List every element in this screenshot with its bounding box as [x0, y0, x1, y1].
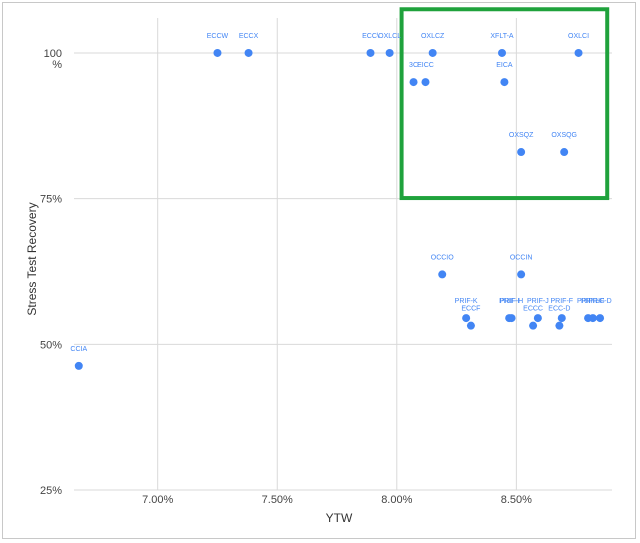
- data-label: EICC: [417, 62, 434, 69]
- highlight-layer: [399, 7, 610, 201]
- data-point[interactable]: [517, 148, 526, 157]
- data-label: CCIA: [70, 346, 87, 353]
- data-label: OCCIN: [510, 254, 533, 261]
- data-point[interactable]: [574, 48, 583, 57]
- data-point[interactable]: [507, 314, 516, 323]
- data-label: OXLCI: [568, 33, 589, 40]
- data-point[interactable]: [588, 314, 597, 323]
- data-label: PRIF-G: [581, 298, 605, 305]
- data-label: OXSQG: [551, 132, 577, 139]
- data-label: PRIF-F: [551, 298, 574, 305]
- data-label: PRIF-K: [455, 298, 478, 305]
- data-label: OCCIO: [431, 254, 455, 261]
- data-label: OXSQZ: [509, 132, 534, 139]
- data-point[interactable]: [438, 270, 447, 279]
- data-point[interactable]: [596, 314, 605, 323]
- data-label: PRIF-L: [577, 298, 599, 305]
- data-label: EICA: [496, 62, 513, 69]
- data-point[interactable]: [428, 48, 437, 57]
- data-label: ECC\: [362, 33, 379, 40]
- y-tick-label: 100%: [44, 48, 63, 71]
- data-point[interactable]: [555, 321, 564, 330]
- highlight-box: [399, 7, 610, 201]
- data-point[interactable]: [409, 78, 418, 87]
- data-point[interactable]: [466, 321, 475, 330]
- data-label: 3C: [409, 62, 418, 69]
- data-point[interactable]: [74, 361, 83, 370]
- data-label: ECCW: [207, 33, 229, 40]
- data-label: PRIF-I: [499, 298, 519, 305]
- y-axis-title: Stress Test Recovery: [25, 202, 39, 315]
- x-tick-label: 8.00%: [381, 494, 412, 506]
- data-label: ECCC: [523, 306, 543, 313]
- data-label: OXLCZ: [421, 33, 445, 40]
- data-point[interactable]: [366, 48, 375, 57]
- y-tick-label: 25%: [40, 485, 62, 497]
- data-point[interactable]: [557, 314, 566, 323]
- chart-frame: [2, 2, 636, 539]
- data-point[interactable]: [498, 48, 507, 57]
- data-label: ECCX: [239, 33, 259, 40]
- data-point[interactable]: [462, 314, 471, 323]
- data-point[interactable]: [529, 321, 538, 330]
- data-point[interactable]: [533, 314, 542, 323]
- data-label: XFLT-A: [490, 33, 514, 40]
- data-label: OXLCL: [378, 33, 401, 40]
- x-tick-label: 7.50%: [262, 494, 293, 506]
- data-point[interactable]: [385, 48, 394, 57]
- x-axis-ticks: 7.00% 7.50% 8.00% 8.50%: [142, 494, 532, 506]
- data-label: ECCF: [461, 306, 480, 313]
- y-tick-label: 75%: [40, 194, 62, 206]
- data-label: ECC-D: [548, 306, 570, 313]
- data-label: PRIF-J: [527, 298, 549, 305]
- data-label: PRIF-D: [588, 298, 611, 305]
- data-point[interactable]: [517, 270, 526, 279]
- data-label: PRIF-H: [500, 298, 523, 305]
- data-point[interactable]: [500, 78, 509, 87]
- y-axis-ticks: 25% 50% 75% 100%: [40, 48, 62, 497]
- x-tick-label: 7.00%: [142, 494, 173, 506]
- data-point[interactable]: [560, 148, 569, 157]
- data-points: [74, 48, 605, 370]
- x-tick-label: 8.50%: [501, 494, 532, 506]
- data-point[interactable]: [213, 48, 222, 57]
- data-point[interactable]: [421, 78, 430, 87]
- x-axis-title: YTW: [326, 511, 353, 525]
- y-tick-label: 50%: [40, 339, 62, 351]
- data-point[interactable]: [244, 48, 253, 57]
